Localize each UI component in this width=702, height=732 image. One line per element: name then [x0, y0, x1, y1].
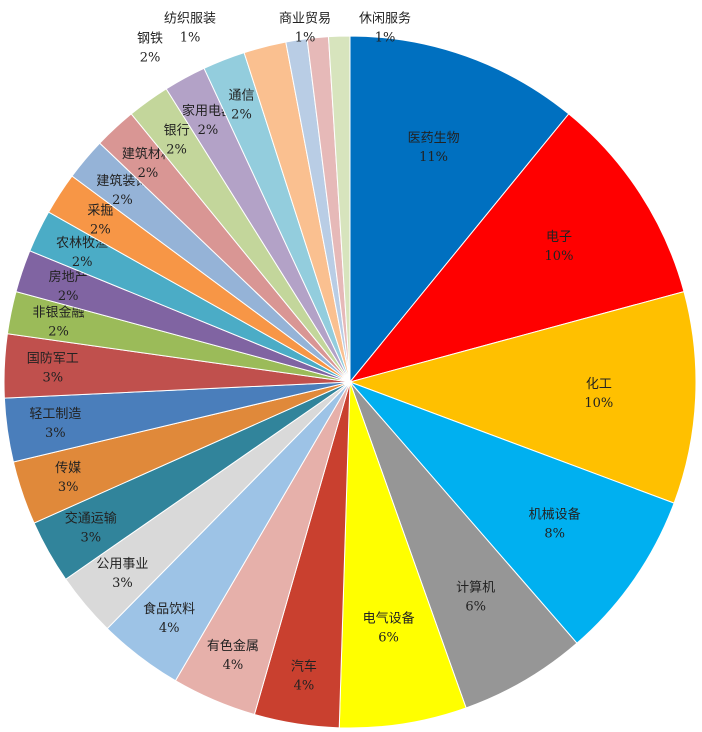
slice-value-label: 2%	[48, 325, 69, 340]
slice-value-label: 3%	[42, 371, 63, 386]
slice-value-label: 3%	[58, 480, 79, 495]
slice-label: 银行	[164, 124, 190, 139]
slice-value-label: 2%	[58, 289, 79, 304]
slice-value-label: 2%	[231, 107, 252, 122]
pie-slice	[348, 113, 685, 383]
pie-slice	[349, 381, 578, 709]
slice-label: 钢铁	[137, 32, 163, 47]
slice-value-label: 10%	[545, 249, 574, 264]
slice-value-label: 4%	[294, 678, 315, 693]
slice-value-label: 8%	[544, 527, 565, 542]
slice-label: 商业贸易	[279, 12, 331, 27]
slice-value-label: 2%	[138, 166, 159, 181]
slice-value-label: 1%	[375, 31, 396, 46]
slice-value-label: 3%	[45, 426, 66, 441]
slice-label: 非银金融	[32, 305, 84, 321]
slice-value-label: 2%	[140, 51, 161, 66]
pie-slice	[349, 35, 570, 384]
slice-label: 轻工制造	[29, 407, 81, 422]
slice-value-label: 4%	[223, 658, 244, 673]
slice-label: 交通运输	[65, 511, 117, 527]
pie-slice	[348, 290, 697, 504]
slice-label: 家用电器	[182, 103, 234, 119]
slice-value-label: 2%	[90, 223, 111, 238]
slice-value-label: 6%	[465, 600, 486, 615]
slice-value-label: 1%	[180, 31, 201, 46]
slice-label: 纺织服装	[164, 12, 216, 27]
slice-label: 医药生物	[408, 131, 460, 146]
slice-value-label: 4%	[159, 621, 180, 636]
slice-value-label: 1%	[295, 31, 316, 46]
slice-label: 农林牧渔	[56, 236, 108, 251]
slice-value-label: 2%	[72, 255, 93, 270]
slice-label: 化工	[586, 377, 612, 392]
slice-value-label: 3%	[80, 531, 101, 546]
slice-label: 机械设备	[529, 507, 581, 523]
slice-label: 休闲服务	[359, 11, 411, 27]
slice-value-label: 11%	[419, 150, 448, 165]
slice-value-label: 6%	[378, 631, 399, 646]
slice-value-label: 2%	[198, 123, 219, 138]
slice-value-label: 10%	[584, 396, 613, 411]
slice-value-label: 2%	[112, 193, 133, 208]
slice-label: 传媒	[55, 461, 81, 476]
slice-label: 国防军工	[27, 351, 79, 367]
slice-label: 公用事业	[96, 557, 148, 572]
pie-slice	[338, 381, 467, 729]
slice-label: 采掘	[87, 204, 113, 219]
slice-label: 通信	[228, 88, 254, 103]
slice-label: 房地产	[49, 269, 88, 285]
pie-slice	[349, 381, 675, 644]
slice-label: 食品饮料	[143, 601, 195, 617]
slice-label: 电子	[546, 230, 572, 245]
slice-value-label: 2%	[166, 143, 187, 158]
slice-label: 计算机	[456, 581, 495, 596]
slice-label: 电气设备	[363, 611, 415, 627]
slice-label: 有色金属	[207, 638, 259, 654]
pie-slice	[327, 35, 351, 383]
slice-value-label: 3%	[112, 576, 133, 591]
slice-label: 汽车	[291, 658, 317, 674]
